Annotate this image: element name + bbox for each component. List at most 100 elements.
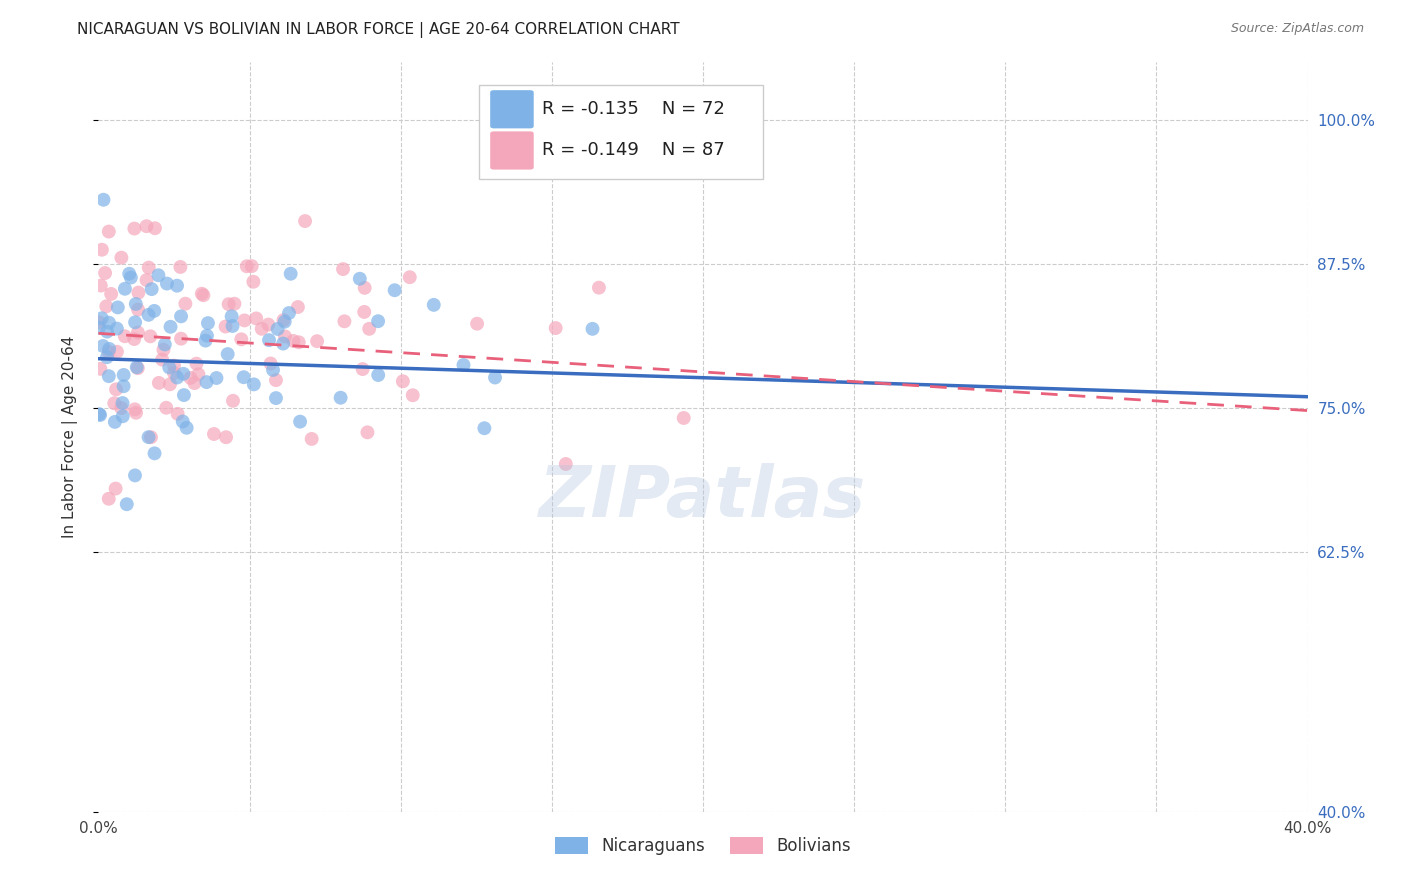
Point <box>588 280 610 294</box>
FancyBboxPatch shape <box>491 131 534 169</box>
Point <box>187 368 209 382</box>
Point <box>97 491 120 506</box>
Point <box>127 361 149 376</box>
Point <box>96 325 118 339</box>
Point <box>148 376 170 390</box>
Point <box>266 322 288 336</box>
Point <box>224 297 246 311</box>
Point <box>392 374 415 388</box>
Point <box>124 221 146 235</box>
Point <box>138 260 160 275</box>
Point <box>127 285 149 300</box>
Point <box>264 391 287 405</box>
Point <box>179 371 201 385</box>
Point <box>474 421 496 435</box>
Legend: Nicaraguans, Bolivians: Nicaraguans, Bolivians <box>547 829 859 863</box>
Text: R = -0.135    N = 72: R = -0.135 N = 72 <box>543 100 725 119</box>
Point <box>127 302 149 317</box>
Point <box>114 329 136 343</box>
Text: Source: ZipAtlas.com: Source: ZipAtlas.com <box>1230 22 1364 36</box>
Point <box>197 316 219 330</box>
Point <box>89 361 111 376</box>
Point <box>156 277 179 291</box>
Point <box>231 332 253 346</box>
Point <box>112 368 135 382</box>
Point <box>97 345 120 359</box>
Text: NICARAGUAN VS BOLIVIAN IN LABOR FORCE | AGE 20-64 CORRELATION CHART: NICARAGUAN VS BOLIVIAN IN LABOR FORCE | … <box>77 22 681 38</box>
FancyBboxPatch shape <box>491 90 534 128</box>
Point <box>139 430 162 444</box>
Point <box>242 275 264 289</box>
Point <box>349 271 371 285</box>
Point <box>278 306 301 320</box>
Point <box>89 408 111 422</box>
Point <box>176 421 198 435</box>
Point <box>93 193 115 207</box>
Point <box>118 267 141 281</box>
Point <box>105 382 128 396</box>
Point <box>465 317 488 331</box>
Point <box>232 370 254 384</box>
Point <box>186 357 208 371</box>
Point <box>125 406 148 420</box>
Point <box>97 225 120 239</box>
Point <box>240 259 263 273</box>
Point <box>170 332 193 346</box>
Point <box>125 297 148 311</box>
Text: ZIPatlas: ZIPatlas <box>540 463 866 532</box>
Point <box>183 376 205 390</box>
Point <box>107 301 129 315</box>
Point <box>193 288 215 302</box>
Point <box>143 304 166 318</box>
Point <box>90 311 112 326</box>
Point <box>353 305 375 319</box>
Point <box>273 315 295 329</box>
Point <box>89 320 111 334</box>
Point <box>215 430 238 444</box>
Point <box>367 368 389 382</box>
Point <box>124 315 146 329</box>
Point <box>359 322 381 336</box>
Point <box>243 377 266 392</box>
Point <box>97 369 120 384</box>
Point <box>287 300 309 314</box>
Point <box>262 363 284 377</box>
Point <box>333 314 356 328</box>
Point <box>250 322 273 336</box>
Point <box>307 334 329 349</box>
Point <box>159 319 181 334</box>
Point <box>264 373 287 387</box>
Point <box>221 310 243 324</box>
Point <box>174 296 197 310</box>
Point <box>143 221 166 235</box>
Point <box>233 313 256 327</box>
Point <box>172 367 194 381</box>
Point <box>367 314 389 328</box>
Point <box>111 396 134 410</box>
Point <box>100 287 122 301</box>
Point <box>96 350 118 364</box>
Point <box>221 318 243 333</box>
Point <box>96 299 118 313</box>
Point <box>91 339 114 353</box>
Point <box>115 497 138 511</box>
Point <box>288 415 311 429</box>
Point <box>217 347 239 361</box>
Point <box>194 334 217 348</box>
Point <box>257 333 280 347</box>
Point <box>402 388 425 402</box>
Point <box>110 401 132 415</box>
Point <box>287 335 309 350</box>
Text: R = -0.149    N = 87: R = -0.149 N = 87 <box>543 142 725 160</box>
Point <box>398 270 420 285</box>
Point <box>104 415 127 429</box>
Point <box>274 329 297 343</box>
Point <box>104 482 127 496</box>
Point <box>87 315 110 329</box>
Point <box>166 407 188 421</box>
Point <box>111 409 134 424</box>
Point <box>236 260 259 274</box>
Point <box>205 371 228 385</box>
Point <box>152 343 174 357</box>
Point <box>544 321 567 335</box>
